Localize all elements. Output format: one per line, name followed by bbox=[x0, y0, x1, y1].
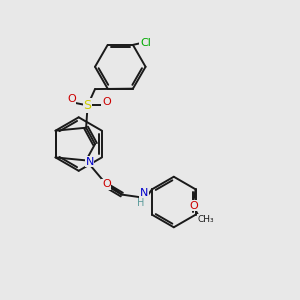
Text: CH₃: CH₃ bbox=[198, 214, 214, 224]
Text: O: O bbox=[189, 201, 198, 211]
Text: N: N bbox=[140, 188, 148, 198]
Text: H: H bbox=[136, 199, 144, 208]
Text: N: N bbox=[85, 157, 94, 167]
Text: O: O bbox=[102, 179, 111, 189]
Text: S: S bbox=[84, 99, 92, 112]
Text: Cl: Cl bbox=[140, 38, 151, 48]
Text: O: O bbox=[67, 94, 76, 104]
Text: O: O bbox=[102, 98, 111, 107]
